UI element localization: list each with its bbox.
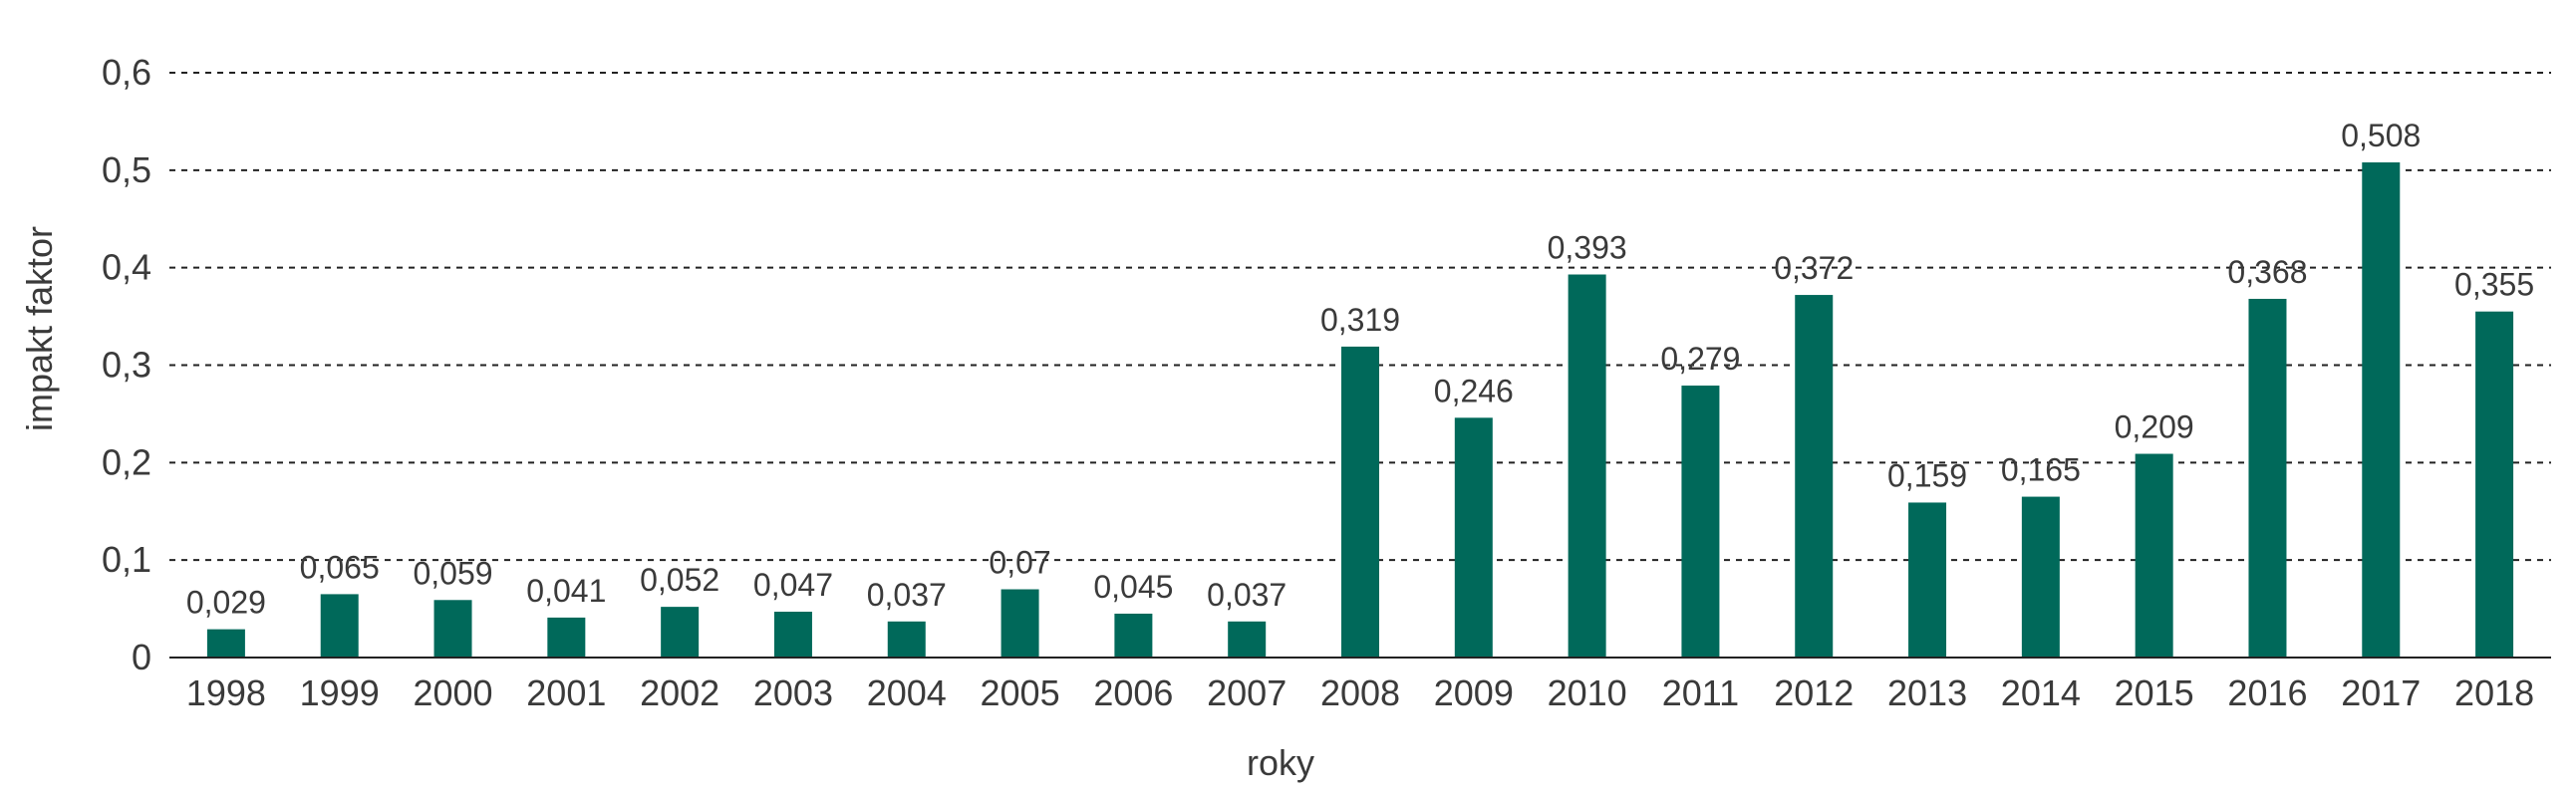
x-tick-label: 2014 (2001, 672, 2081, 713)
x-tick-label: 2006 (1093, 672, 1173, 713)
bar (1341, 346, 1379, 658)
data-label: 0,059 (413, 555, 492, 591)
x-tick-label: 2016 (2227, 672, 2307, 713)
y-tick-label: 0,1 (102, 539, 151, 580)
y-axis-ticks: 0 0,1 0,2 0,3 0,4 0,5 0,6 (102, 52, 151, 677)
x-tick-label: 2005 (981, 672, 1060, 713)
bar (1908, 502, 1947, 658)
bar (1114, 613, 1153, 658)
bar (1568, 274, 1606, 658)
y-tick-label: 0,3 (102, 345, 151, 386)
y-tick-label: 0,5 (102, 149, 151, 190)
bar (320, 594, 359, 658)
bar (547, 617, 586, 658)
bar (2021, 496, 2060, 658)
bar (2362, 162, 2401, 659)
data-label: 0,508 (2341, 118, 2421, 153)
bar (661, 607, 700, 658)
x-tick-label: 2013 (1887, 672, 1967, 713)
y-tick-label: 0 (132, 637, 151, 677)
bar (2135, 453, 2173, 658)
x-tick-label: 2012 (1774, 672, 1854, 713)
x-axis-title: roky (1247, 742, 1314, 783)
x-tick-label: 2011 (1662, 672, 1739, 713)
bars (206, 162, 2514, 659)
data-label: 0,047 (753, 567, 833, 603)
data-label: 0,052 (640, 562, 719, 598)
y-tick-label: 0,2 (102, 441, 151, 482)
data-label: 0,372 (1774, 250, 1854, 286)
x-tick-label: 2017 (2341, 672, 2421, 713)
bar (1454, 417, 1493, 658)
data-label: 0,037 (867, 577, 947, 613)
data-label: 0,209 (2115, 409, 2194, 445)
bar (1228, 621, 1267, 658)
data-label: 0,355 (2454, 267, 2534, 303)
x-tick-label: 2002 (640, 672, 719, 713)
bar (206, 629, 245, 658)
y-tick-label: 0,4 (102, 247, 151, 288)
x-tick-label: 2007 (1207, 672, 1287, 713)
data-label: 0,319 (1320, 302, 1400, 338)
data-label: 0,159 (1887, 457, 1967, 493)
bar (1681, 386, 1720, 658)
data-label: 0,065 (300, 549, 380, 585)
x-axis-ticks: 1998 1999 2000 2001 2002 2003 2004 2005 2006 2007… (186, 672, 2534, 713)
bar (2248, 298, 2287, 658)
x-tick-label: 2018 (2454, 672, 2534, 713)
x-tick-label: 2001 (526, 672, 606, 713)
data-label: 0,393 (1548, 230, 1627, 266)
bar (887, 621, 926, 658)
x-tick-label: 2000 (413, 672, 492, 713)
bar (1001, 589, 1039, 658)
data-label: 0,041 (526, 573, 606, 609)
x-tick-label: 2003 (753, 672, 833, 713)
x-tick-label: 2015 (2115, 672, 2194, 713)
bar (1795, 295, 1834, 658)
bar (2475, 311, 2514, 658)
bar (773, 612, 812, 658)
x-tick-label: 2009 (1434, 672, 1514, 713)
data-label: 0,368 (2227, 254, 2307, 290)
data-label: 0,029 (186, 585, 266, 621)
gridlines (169, 72, 2551, 562)
data-label: 0,045 (1093, 569, 1173, 605)
data-label: 0,165 (2001, 452, 2081, 488)
bar (433, 600, 472, 658)
data-label: 0,279 (1660, 341, 1740, 377)
x-tick-label: 2010 (1548, 672, 1627, 713)
x-tick-label: 2004 (867, 672, 947, 713)
y-axis-title: impakt faktor (19, 226, 60, 431)
data-label: 0,037 (1207, 577, 1287, 613)
data-labels: 0,029 0,065 0,059 0,041 0,052 0,047 0,037 0,07 0… (186, 118, 2534, 621)
data-label: 0,246 (1434, 373, 1514, 408)
data-label: 0,07 (989, 545, 1050, 581)
y-tick-label: 0,6 (102, 52, 151, 93)
x-tick-label: 1999 (300, 672, 380, 713)
x-tick-label: 1998 (186, 672, 266, 713)
x-tick-label: 2008 (1320, 672, 1400, 713)
